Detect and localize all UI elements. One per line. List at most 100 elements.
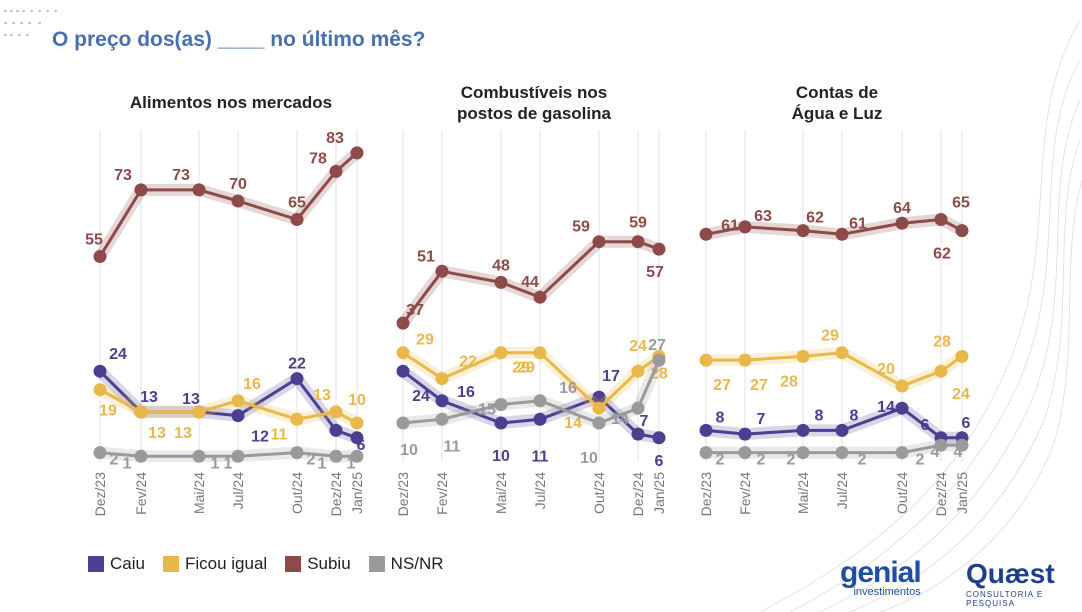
legend-swatch bbox=[88, 556, 104, 572]
quaest-logo-text: Quæst bbox=[966, 558, 1055, 589]
data-point-ficou-igual bbox=[835, 346, 849, 360]
data-point-caiu bbox=[796, 423, 810, 437]
quaest-logo: Quæst CONSULTORIA E PESQUISA bbox=[966, 558, 1082, 609]
data-point-ns-nr bbox=[592, 416, 606, 430]
data-point-ns-nr bbox=[329, 449, 343, 463]
genial-logo: genial investimentos bbox=[840, 558, 922, 599]
data-label-ficou-igual: 29 bbox=[416, 332, 434, 349]
data-point-ficou-igual bbox=[93, 383, 107, 397]
data-point-ns-nr bbox=[350, 449, 364, 463]
data-point-ficou-igual bbox=[290, 412, 304, 426]
data-point-ficou-igual bbox=[738, 353, 752, 367]
x-tick-label: Jan/25 bbox=[349, 472, 365, 514]
legend-swatch bbox=[162, 556, 179, 572]
panel-title: postos de gasolina bbox=[457, 104, 612, 123]
data-point-subiu bbox=[192, 183, 206, 197]
data-label-caiu: 14 bbox=[877, 399, 895, 416]
decorative-dots bbox=[4, 10, 57, 36]
data-label-ns-nr: 2 bbox=[858, 452, 867, 469]
data-label-subiu: 37 bbox=[406, 302, 424, 319]
data-point-ns-nr bbox=[396, 416, 410, 430]
data-label-subiu: 63 bbox=[754, 208, 772, 225]
data-label-ficou-igual: 22 bbox=[459, 354, 477, 371]
chart-panel-3: Contas de Água e Luz Dez/23 Fev/24 Mai/24 Jul… bbox=[698, 83, 971, 516]
x-tick-label: Jul/24 bbox=[834, 472, 850, 510]
data-label-subiu: 44 bbox=[521, 274, 539, 291]
data-label-ns-nr: 1 bbox=[123, 455, 132, 472]
data-point-caiu bbox=[435, 394, 449, 408]
data-point-caiu bbox=[631, 427, 645, 441]
data-point-ns-nr bbox=[738, 446, 752, 460]
data-label-caiu: 22 bbox=[288, 356, 306, 373]
data-point-caiu bbox=[290, 372, 304, 386]
x-tick-label: Fev/24 bbox=[737, 472, 753, 515]
data-label-caiu: 6 bbox=[655, 453, 664, 470]
data-point-ns-nr bbox=[835, 446, 849, 460]
data-label-caiu: 7 bbox=[757, 411, 766, 428]
data-label-caiu: 24 bbox=[412, 388, 430, 405]
x-tick-label: Fev/24 bbox=[133, 472, 149, 515]
data-label-caiu: 6 bbox=[921, 417, 930, 434]
data-point-subiu bbox=[134, 183, 148, 197]
data-label-subiu: 70 bbox=[229, 176, 247, 193]
data-label-ficou-igual: 14 bbox=[564, 415, 582, 432]
data-point-ns-nr bbox=[955, 438, 969, 452]
x-tick-label: Dez/23 bbox=[698, 472, 714, 517]
data-point-ficou-igual bbox=[494, 346, 508, 360]
data-label-ns-nr: 15 bbox=[478, 402, 496, 419]
data-label-ficou-igual: 27 bbox=[713, 377, 731, 394]
series-band-subiu bbox=[94, 146, 363, 263]
data-label-subiu: 48 bbox=[492, 257, 510, 274]
legend-item: NS/NR bbox=[368, 554, 444, 574]
data-point-subiu bbox=[652, 242, 666, 256]
legend-swatch bbox=[368, 556, 385, 572]
panel-title: Água e Luz bbox=[792, 104, 883, 123]
data-label-subiu: 83 bbox=[326, 130, 344, 147]
data-label-caiu: 11 bbox=[532, 448, 549, 465]
data-point-subiu bbox=[435, 264, 449, 278]
x-tick-label: Jul/24 bbox=[532, 472, 548, 510]
data-point-ns-nr bbox=[494, 398, 508, 411]
data-label-subiu: 73 bbox=[172, 167, 190, 184]
data-point-subiu bbox=[329, 164, 343, 178]
data-label-caiu: 13 bbox=[182, 391, 200, 408]
data-point-subiu bbox=[934, 213, 948, 226]
x-tick-label: Dez/24 bbox=[328, 472, 344, 517]
data-point-ns-nr bbox=[934, 438, 948, 452]
panel-title: Combustíveis nos bbox=[461, 83, 607, 102]
data-label-ficou-igual: 13 bbox=[148, 425, 166, 442]
data-label-ns-nr: 4 bbox=[954, 444, 963, 461]
data-point-ns-nr bbox=[796, 446, 810, 460]
data-label-ns-nr: 1 bbox=[347, 455, 356, 472]
genial-logo-subtext: investimentos bbox=[853, 586, 921, 598]
data-point-subiu bbox=[533, 290, 547, 304]
data-label-ficou-igual: 24 bbox=[629, 338, 647, 355]
data-label-subiu: 59 bbox=[629, 215, 647, 232]
data-point-ficou-igual bbox=[533, 346, 547, 360]
data-point-ficou-igual bbox=[631, 364, 645, 378]
data-point-ficou-igual bbox=[955, 349, 969, 363]
data-label-ns-nr: 10 bbox=[580, 450, 598, 467]
data-label-ns-nr: 2 bbox=[916, 452, 925, 469]
quaest-logo-subtext: CONSULTORIA E PESQUISA bbox=[966, 590, 1044, 608]
data-label-subiu: 73 bbox=[114, 167, 132, 184]
data-label-subiu: 65 bbox=[952, 195, 970, 212]
data-point-subiu bbox=[290, 213, 304, 226]
data-label-ns-nr: 2 bbox=[787, 452, 796, 469]
data-point-subiu bbox=[592, 235, 606, 249]
x-tick-label: Jul/24 bbox=[230, 472, 246, 510]
data-label-subiu: 57 bbox=[646, 264, 664, 281]
data-point-ficou-igual bbox=[396, 346, 410, 360]
data-label-subiu: 61 bbox=[721, 217, 739, 234]
data-label-ns-nr: 10 bbox=[400, 442, 418, 459]
data-label-ficou-igual: 16 bbox=[243, 376, 261, 393]
data-label-ficou-igual: 24 bbox=[952, 386, 970, 403]
data-label-ficou-igual: 29 bbox=[512, 360, 530, 377]
data-label-ns-nr: 2 bbox=[716, 452, 725, 469]
data-point-subiu bbox=[699, 227, 713, 241]
data-label-caiu: 8 bbox=[716, 409, 725, 426]
data-label-subiu: 62 bbox=[933, 246, 951, 263]
data-label-ficou-igual: 10 bbox=[348, 392, 366, 409]
data-point-caiu bbox=[652, 431, 666, 445]
